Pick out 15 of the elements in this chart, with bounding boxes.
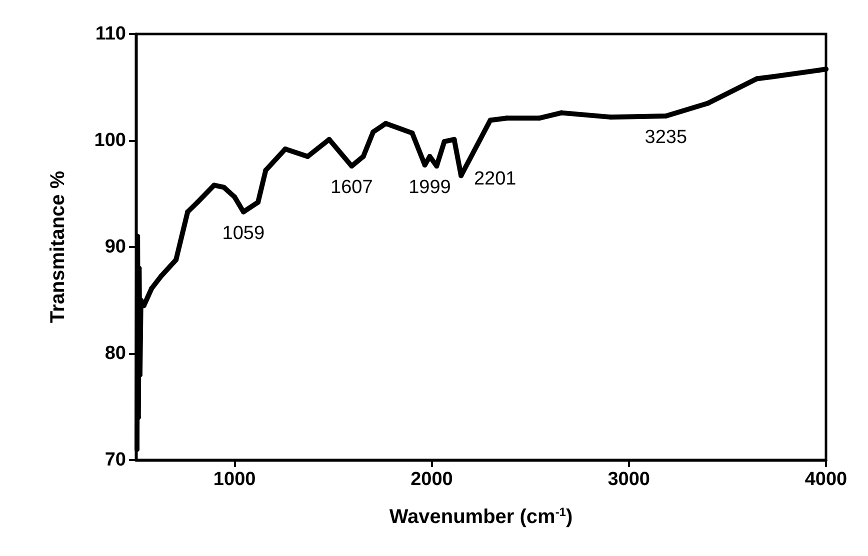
y-tick-label: 70 — [104, 450, 126, 470]
annotation: 3235 — [644, 127, 688, 148]
annotation: 1999 — [408, 177, 451, 198]
annotation: 1059 — [222, 222, 265, 244]
y-tick-label: 90 — [104, 236, 126, 258]
y-tick-label: 80 — [104, 343, 126, 364]
annotation: 2201 — [474, 168, 516, 190]
x-tick-label: 3000 — [608, 469, 650, 490]
x-tick-label: 2000 — [410, 469, 453, 490]
y-axis-title: Transmitance % — [47, 170, 69, 324]
y-tick-label: 110 — [95, 24, 126, 44]
y-tick-label: 100 — [94, 130, 126, 151]
x-tick-label: 1000 — [213, 469, 256, 490]
x-tick-label: 4000 — [804, 469, 848, 490]
annotation: 1607 — [330, 177, 373, 198]
